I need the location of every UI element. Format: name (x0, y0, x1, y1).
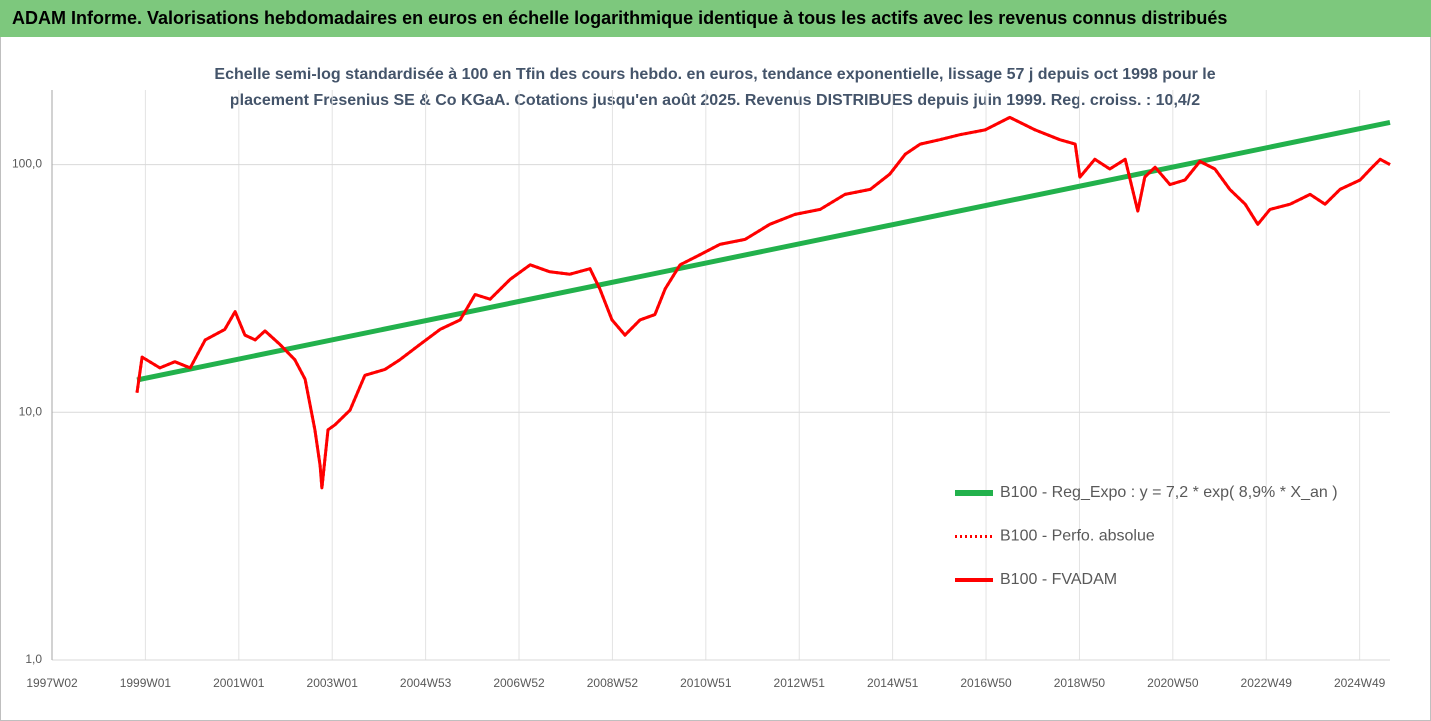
x-tick-label: 2008W52 (587, 676, 639, 690)
x-tick-label: 2004W53 (400, 676, 452, 690)
title-banner (0, 0, 1431, 37)
x-tick-label: 2024W49 (1334, 676, 1386, 690)
y-tick-label: 100,0 (12, 157, 42, 171)
x-tick-label: 2012W51 (774, 676, 826, 690)
x-tick-label: 2014W51 (867, 676, 919, 690)
series-line (136, 119, 1391, 383)
x-tick-label: 2020W50 (1147, 676, 1199, 690)
y-tick-label: 1,0 (25, 652, 42, 666)
chart-subtitle: placement Fresenius SE & Co KGaA. Cotati… (230, 92, 1200, 109)
x-tick-label: 2003W01 (307, 676, 359, 690)
x-tick-label: 2022W49 (1241, 676, 1293, 690)
series-line (135, 115, 1391, 490)
chart-title: ADAM Informe. Valorisations hebdomadaire… (12, 8, 1227, 28)
legend-label: B100 - Perfo. absolue (1000, 528, 1155, 545)
x-tick-label: 2006W52 (493, 676, 545, 690)
x-tick-label: 2001W01 (213, 676, 265, 690)
x-tick-label: 1999W01 (120, 676, 172, 690)
x-tick-label: 2016W50 (960, 676, 1012, 690)
x-tick-label: 1997W02 (26, 676, 78, 690)
y-tick-label: 10,0 (19, 404, 43, 418)
legend-label: B100 - FVADAM (1000, 571, 1117, 588)
x-tick-label: 2010W51 (680, 676, 732, 690)
legend-label: B100 - Reg_Expo : y = 7,2 * exp( 8,9% * … (1000, 484, 1338, 501)
x-tick-label: 2018W50 (1054, 676, 1106, 690)
chart-subtitle: Echelle semi-log standardisée à 100 en T… (214, 66, 1215, 83)
